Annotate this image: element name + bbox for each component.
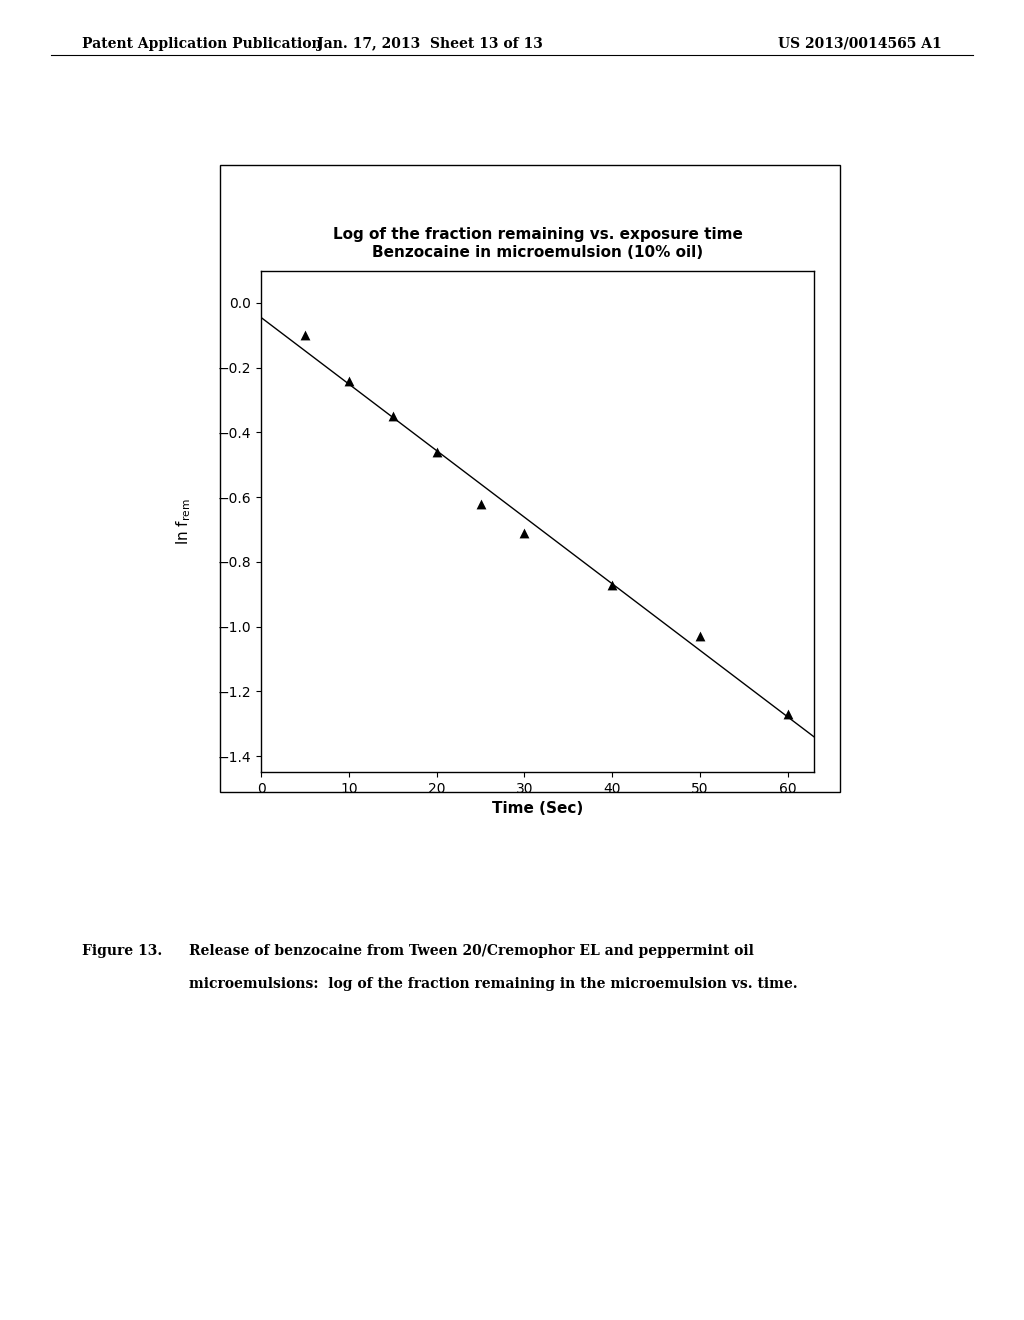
Point <box>385 405 401 426</box>
Text: Release of benzocaine from Tween 20/Cremophor EL and peppermint oil: Release of benzocaine from Tween 20/Crem… <box>189 944 755 958</box>
Title: Log of the fraction remaining vs. exposure time
Benzocaine in microemulsion (10%: Log of the fraction remaining vs. exposu… <box>333 227 742 260</box>
Point <box>297 325 313 346</box>
Point <box>472 494 488 515</box>
Text: ln f$_{\rm rem}$: ln f$_{\rm rem}$ <box>174 498 194 545</box>
Text: microemulsions:  log of the fraction remaining in the microemulsion vs. time.: microemulsions: log of the fraction rema… <box>189 977 798 991</box>
Point <box>341 370 357 391</box>
Text: Patent Application Publication: Patent Application Publication <box>82 37 322 51</box>
Point <box>692 626 709 647</box>
X-axis label: Time (Sec): Time (Sec) <box>492 801 584 817</box>
Text: US 2013/0014565 A1: US 2013/0014565 A1 <box>778 37 942 51</box>
Point <box>428 441 444 462</box>
Text: Figure 13.: Figure 13. <box>82 944 162 958</box>
Point <box>779 704 796 725</box>
Point <box>604 574 621 595</box>
Point <box>516 523 532 544</box>
Text: Jan. 17, 2013  Sheet 13 of 13: Jan. 17, 2013 Sheet 13 of 13 <box>317 37 543 51</box>
